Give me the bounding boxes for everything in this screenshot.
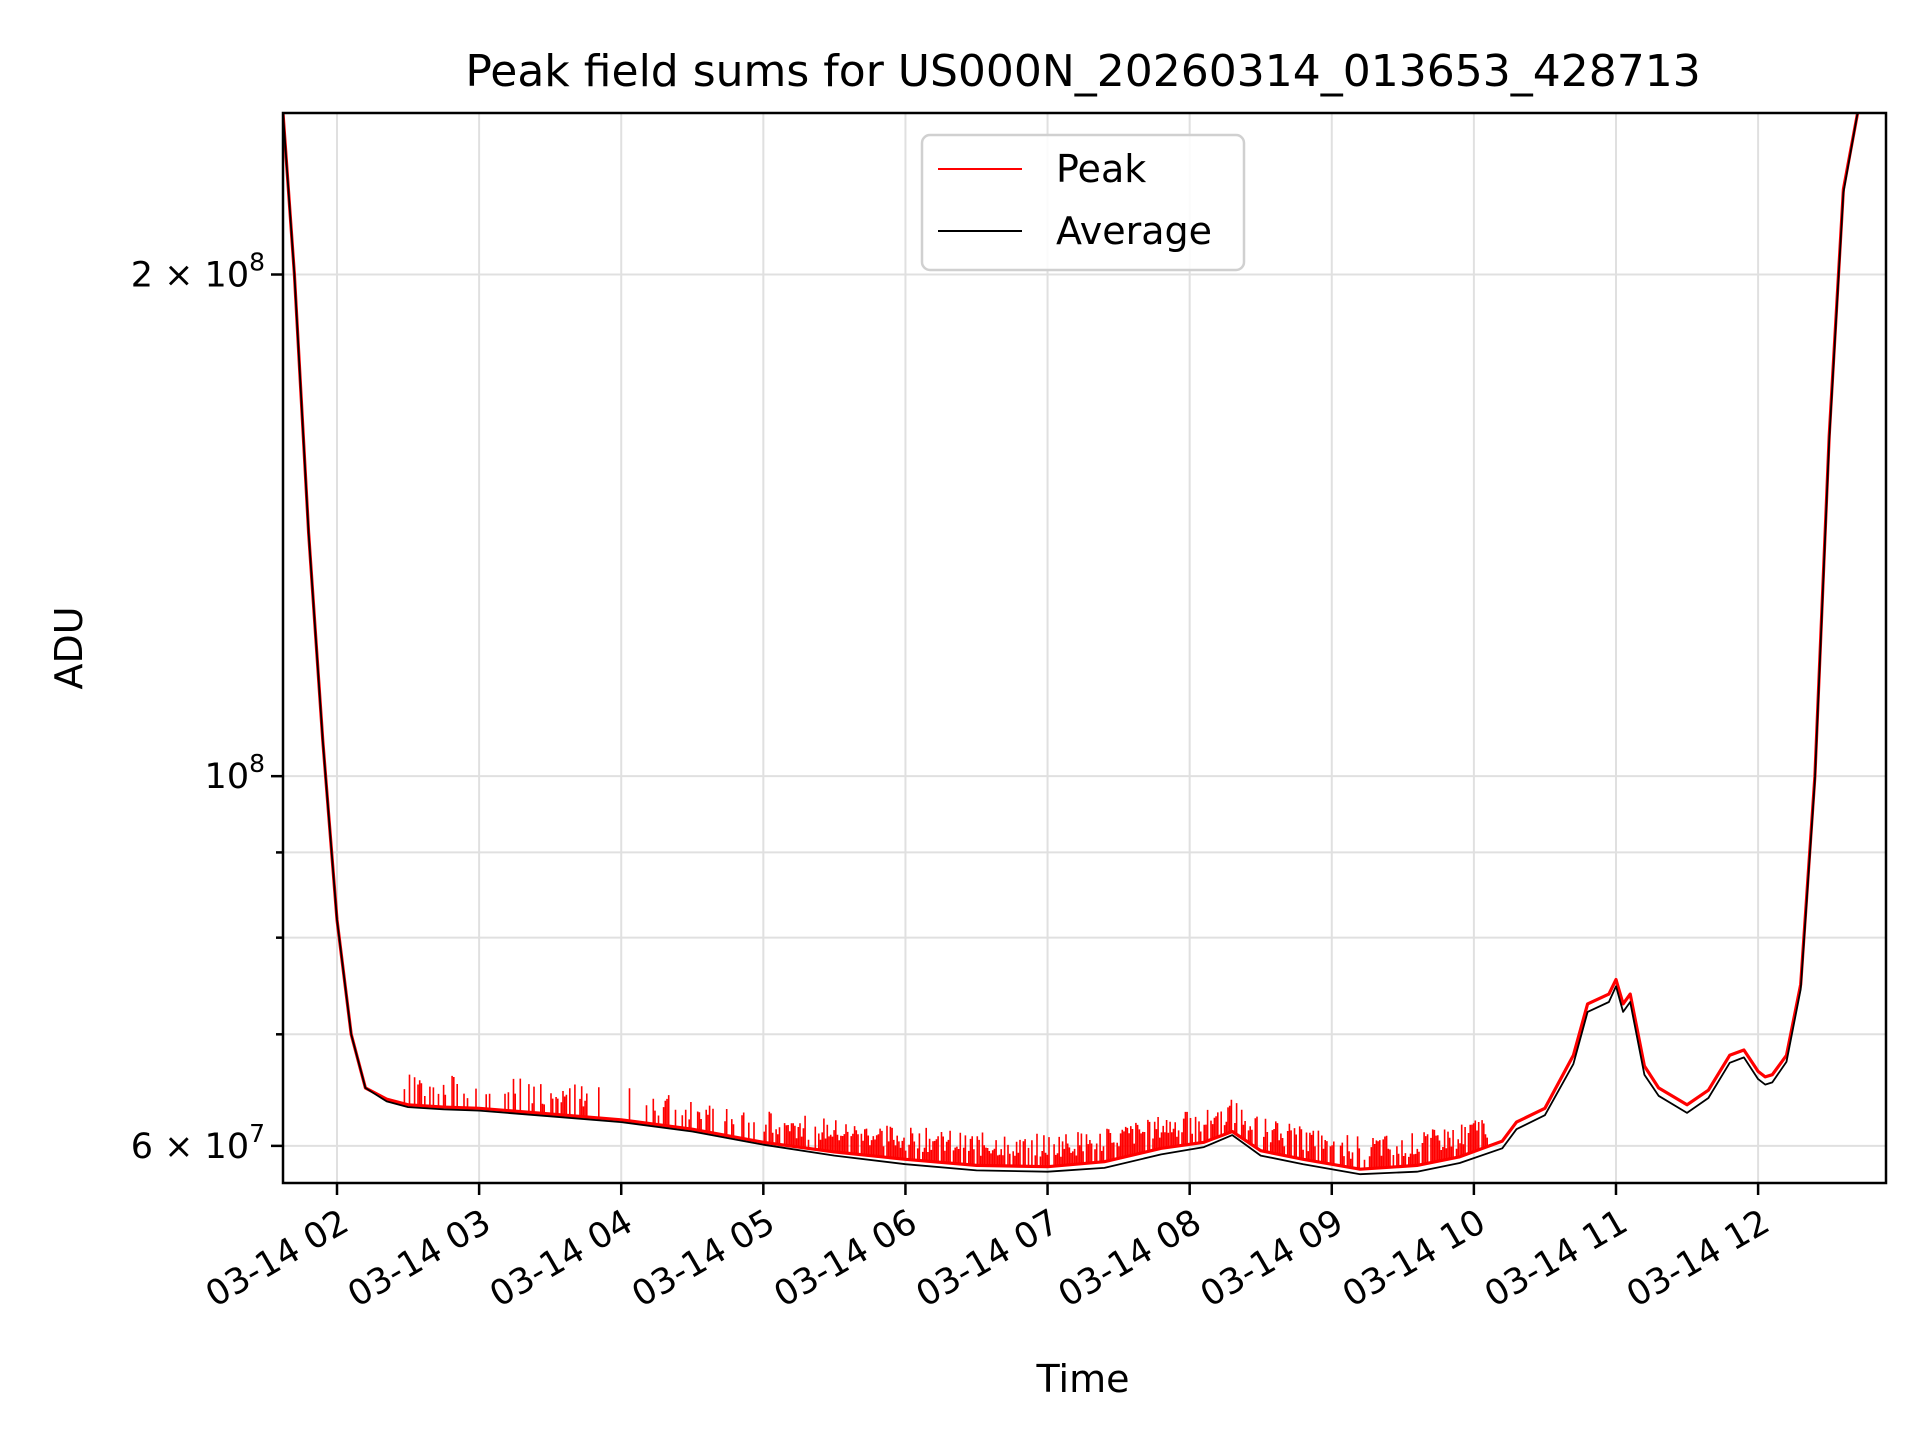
- peak-series-line: [283, 113, 1860, 1171]
- y-tick-exponent: 8: [249, 749, 265, 778]
- y-tick-base: 10: [205, 757, 250, 797]
- y-tick-base: 6 × 10: [131, 1127, 249, 1167]
- y-tick-exponent: 8: [249, 248, 265, 277]
- y-axis-label: ADU: [47, 606, 91, 689]
- x-axis-label: Time: [1036, 1357, 1130, 1401]
- y-tick-label: 6 × 107: [131, 1119, 265, 1167]
- plot-frame: [281, 111, 1888, 1185]
- plot-series: [283, 113, 1860, 1176]
- average-series-line: [283, 113, 1859, 1176]
- y-tick-exponent: 7: [249, 1119, 265, 1148]
- chart-title: Peak field sums for US000N_20260314_0136…: [465, 46, 1700, 97]
- legend-peak-label: Peak: [1056, 147, 1146, 191]
- grid: [283, 113, 1886, 1183]
- y-tick-label: 108: [205, 749, 265, 797]
- legend-average-label: Average: [1056, 209, 1212, 253]
- y-tick-base: 2 × 10: [131, 256, 249, 296]
- y-tick-label: 2 × 108: [131, 248, 265, 296]
- peak-spikes: [403, 1074, 1488, 1169]
- legend: Peak Average: [920, 133, 1246, 272]
